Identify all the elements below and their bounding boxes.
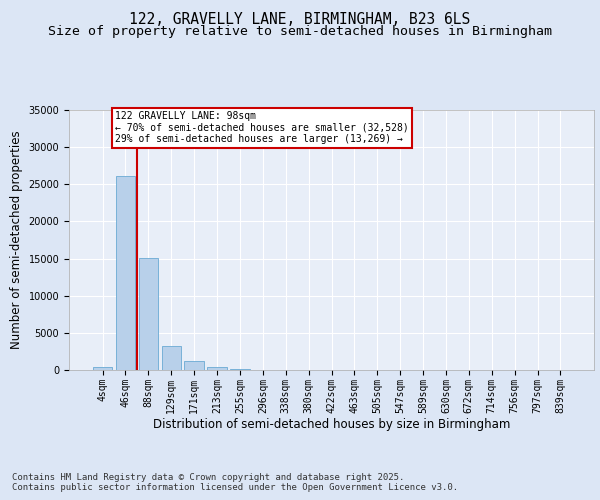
Bar <box>139 258 158 370</box>
Text: 122, GRAVELLY LANE, BIRMINGHAM, B23 6LS: 122, GRAVELLY LANE, BIRMINGHAM, B23 6LS <box>130 12 470 28</box>
Text: Contains HM Land Registry data © Crown copyright and database right 2025.
Contai: Contains HM Land Registry data © Crown c… <box>12 472 458 492</box>
Bar <box>161 346 181 370</box>
Bar <box>184 361 204 370</box>
Bar <box>208 366 227 370</box>
Text: Size of property relative to semi-detached houses in Birmingham: Size of property relative to semi-detach… <box>48 25 552 38</box>
Bar <box>230 368 250 370</box>
Bar <box>93 367 112 370</box>
Text: 122 GRAVELLY LANE: 98sqm
← 70% of semi-detached houses are smaller (32,528)
29% : 122 GRAVELLY LANE: 98sqm ← 70% of semi-d… <box>115 112 409 144</box>
Y-axis label: Number of semi-detached properties: Number of semi-detached properties <box>10 130 23 350</box>
X-axis label: Distribution of semi-detached houses by size in Birmingham: Distribution of semi-detached houses by … <box>153 418 510 432</box>
Bar <box>116 176 135 370</box>
